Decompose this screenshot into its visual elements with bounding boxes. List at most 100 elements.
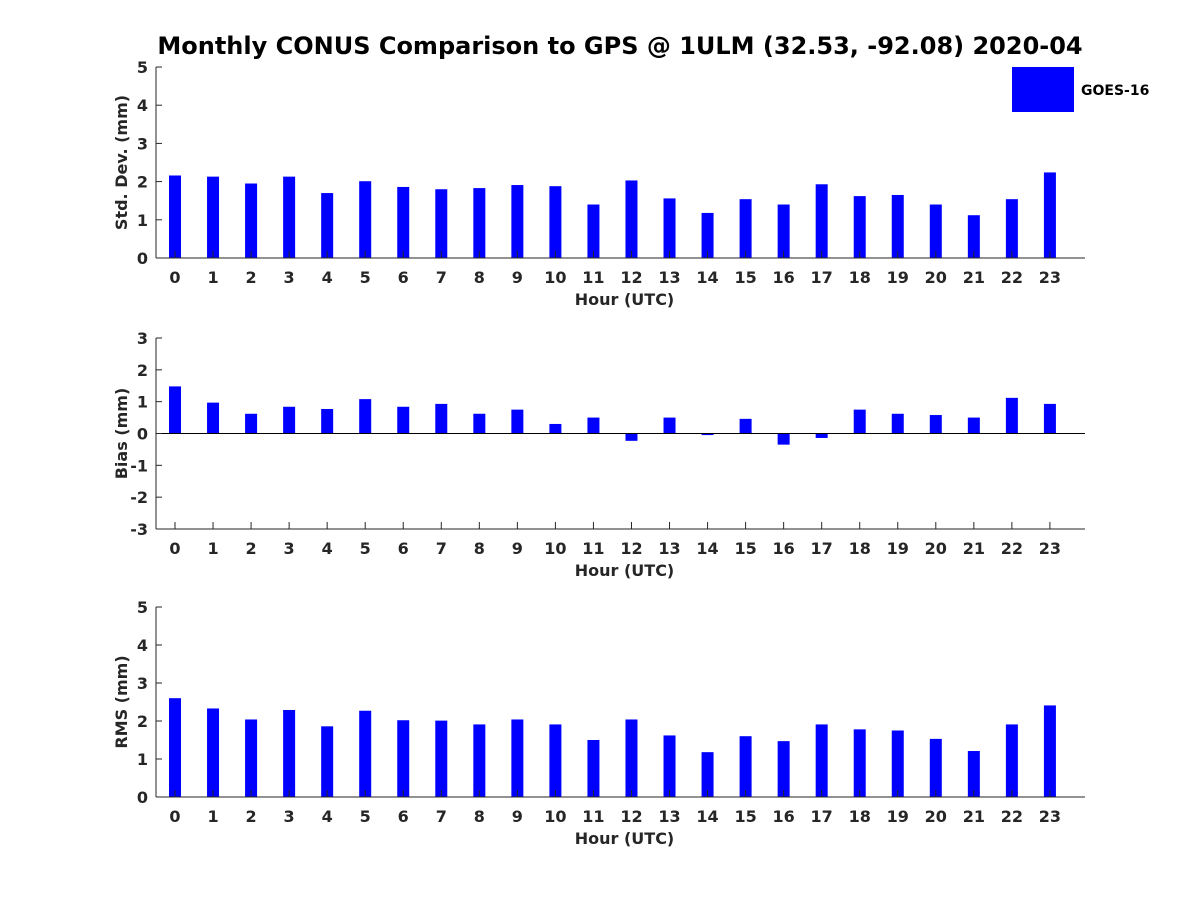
std-dev-x-axis-label: Hour (UTC) — [575, 290, 675, 309]
rms-x-tick-label: 12 — [620, 807, 642, 826]
rms-y-axis-label: RMS (mm) — [112, 655, 131, 748]
rms-y-tick-label: 5 — [137, 598, 148, 617]
bias-y-tick-label: 2 — [137, 361, 148, 380]
bias-x-tick-label: 13 — [658, 539, 680, 558]
rms-x-tick-label: 7 — [436, 807, 447, 826]
std-dev-y-axis-label: Std. Dev. (mm) — [112, 95, 131, 230]
std-dev-bar — [207, 176, 220, 258]
rms-y-tick-label: 1 — [137, 750, 148, 769]
std-dev-x-tick-label: 4 — [322, 268, 333, 287]
rms-x-axis-label: Hour (UTC) — [575, 829, 675, 848]
std-dev-bar — [473, 188, 486, 258]
bias-x-axis-label: Hour (UTC) — [575, 561, 675, 580]
std-dev-y-tick-label: 2 — [137, 173, 148, 192]
bias-bar — [625, 433, 638, 441]
bias-x-tick-label: 19 — [887, 539, 909, 558]
std-dev-x-tick-label: 2 — [246, 268, 257, 287]
std-dev-x-tick-label: 1 — [207, 268, 218, 287]
legend-label: GOES-16 — [1081, 83, 1149, 99]
rms-x-tick-label: 22 — [1001, 807, 1023, 826]
std-dev-bar — [777, 204, 790, 258]
bias-bar — [359, 399, 372, 434]
bias-x-tick-label: 16 — [773, 539, 795, 558]
bias-x-tick-label: 7 — [436, 539, 447, 558]
bias-bar — [283, 406, 296, 434]
std-dev-x-tick-label: 14 — [696, 268, 718, 287]
std-dev-bar — [321, 193, 334, 258]
bias-bar — [587, 417, 600, 434]
bias-bar — [1005, 397, 1018, 434]
std-dev-bar — [587, 204, 600, 258]
bias-x-tick-label: 14 — [696, 539, 718, 558]
std-dev-bar — [815, 184, 828, 258]
rms-x-tick-label: 9 — [512, 807, 523, 826]
std-dev-bar — [435, 189, 448, 258]
rms-bar — [739, 736, 752, 797]
std-dev-bar — [853, 196, 866, 258]
rms-bar — [663, 735, 676, 797]
std-dev-x-tick-label: 6 — [398, 268, 409, 287]
std-dev-y-tick-label: 1 — [137, 211, 148, 230]
bias-x-tick-label: 2 — [246, 539, 257, 558]
legend: GOES-16 — [1012, 67, 1149, 112]
rms-y-tick-label: 0 — [137, 788, 148, 807]
bias-bar — [739, 418, 752, 434]
bias-x-tick-label: 6 — [398, 539, 409, 558]
rms-x-tick-label: 3 — [284, 807, 295, 826]
bias-x-tick-label: 11 — [582, 539, 604, 558]
std-dev-x-tick-label: 16 — [773, 268, 795, 287]
rms-y-tick-label: 2 — [137, 712, 148, 731]
bias-bar — [473, 413, 486, 434]
bias-y-tick-label: 3 — [137, 329, 148, 348]
bias-y-tick-label: -2 — [130, 488, 148, 507]
rms-x-tick-label: 18 — [849, 807, 871, 826]
rms-x-tick-label: 2 — [246, 807, 257, 826]
rms-x-tick-label: 4 — [322, 807, 333, 826]
rms-x-tick-label: 19 — [887, 807, 909, 826]
rms-y-tick-label: 3 — [137, 674, 148, 693]
std-dev-x-tick-label: 19 — [887, 268, 909, 287]
bias-bar — [891, 413, 904, 434]
bias-y-axis-label: Bias (mm) — [112, 388, 131, 480]
bias-x-tick-label: 5 — [360, 539, 371, 558]
std-dev-x-tick-label: 17 — [811, 268, 833, 287]
std-dev-x-tick-label: 23 — [1039, 268, 1061, 287]
bias-y-tick-label: 0 — [137, 425, 148, 444]
bias-x-tick-label: 10 — [544, 539, 566, 558]
bias-bar — [511, 409, 524, 434]
rms-bar — [815, 724, 828, 797]
bias-bar — [777, 433, 790, 445]
bias-y-tick-label: -3 — [130, 520, 148, 539]
rms-bar — [929, 738, 942, 797]
bias-bar — [663, 417, 676, 434]
bias-x-tick-label: 4 — [322, 539, 333, 558]
rms-bar — [511, 719, 524, 797]
bias-bar — [967, 417, 980, 434]
rms-bar — [625, 719, 638, 797]
bias-x-tick-label: 23 — [1039, 539, 1061, 558]
rms-x-tick-label: 15 — [734, 807, 756, 826]
bias-x-tick-label: 0 — [169, 539, 180, 558]
bias-bar — [929, 415, 942, 434]
std-dev-x-tick-label: 21 — [963, 268, 985, 287]
std-dev-bar — [701, 212, 714, 258]
rms-bar — [359, 710, 372, 797]
bias-y-tick-label: 1 — [137, 393, 148, 412]
std-dev-x-tick-label: 13 — [658, 268, 680, 287]
rms-x-tick-label: 20 — [925, 807, 947, 826]
std-dev-bar — [967, 215, 980, 258]
bias-bar — [549, 423, 562, 434]
std-dev-bar — [511, 185, 524, 258]
std-dev-bar — [929, 204, 942, 258]
std-dev-x-tick-label: 18 — [849, 268, 871, 287]
std-dev-x-tick-label: 8 — [474, 268, 485, 287]
std-dev-y-tick-label: 3 — [137, 134, 148, 153]
std-dev-bar — [245, 183, 258, 258]
std-dev-x-tick-label: 5 — [360, 268, 371, 287]
bias-bar — [853, 409, 866, 434]
std-dev-bar — [1043, 172, 1056, 258]
std-dev-bar — [169, 175, 181, 258]
